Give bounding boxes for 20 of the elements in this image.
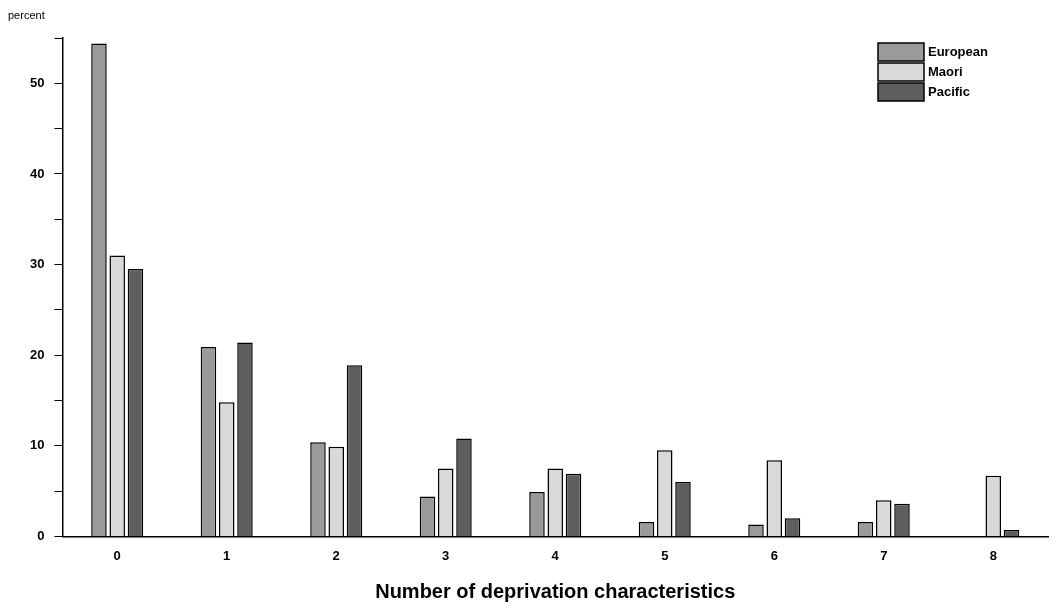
x-tick-label: 5 [661,547,669,563]
y-tick-label: 40 [29,165,45,181]
y-tick-label: 0 [37,527,45,543]
x-tick-label: 1 [223,547,231,563]
x-axis-title: Number of deprivation characteristics [375,579,736,602]
x-tick-label: 7 [880,547,888,563]
legend-label: Maori [928,63,963,79]
x-tick-label: 8 [989,547,997,563]
x-tick-label: 4 [551,547,560,563]
x-tick-label: 2 [332,547,340,563]
y-tick-label: 30 [29,256,45,272]
y-tick-label: 20 [29,346,45,362]
legend-label: European [928,43,989,59]
x-tick-label: 3 [442,547,450,563]
x-tick-label: 6 [770,547,778,563]
y-tick-label: 10 [29,437,45,453]
x-tick-label: 0 [113,547,121,563]
legend-label: Pacific [928,83,970,99]
y-tick-label: 50 [29,74,45,90]
y-axis-title: percent [8,8,45,21]
